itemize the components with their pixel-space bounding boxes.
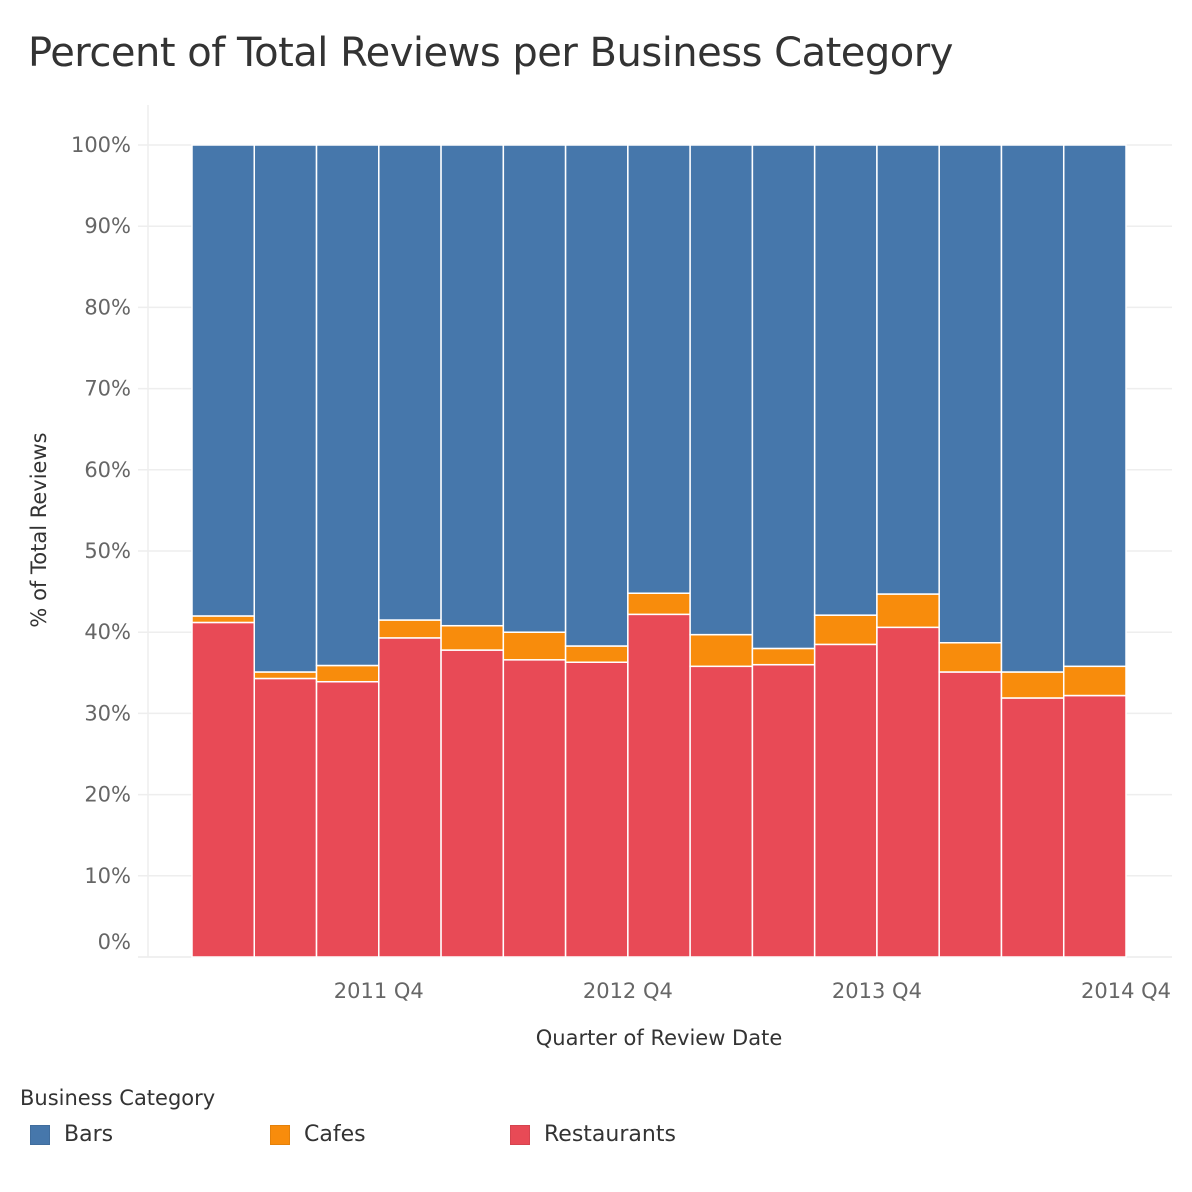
bar-segment-bars[interactable] xyxy=(191,144,256,617)
y-tick-label: 10% xyxy=(84,864,131,888)
y-axis-ticks: 0% 10% 20% 30% 40% 50% 60% 70% 80% 90% 100% xyxy=(71,133,131,954)
bar-segment-bars[interactable] xyxy=(564,144,629,647)
bar-segment-cafes[interactable] xyxy=(502,631,567,661)
x-tick-label: 2012 Q4 xyxy=(583,979,673,1003)
bar-segment-bars[interactable] xyxy=(689,144,754,636)
bar-segment-bars[interactable] xyxy=(876,144,940,595)
bar-segment-restaurants[interactable] xyxy=(502,659,567,958)
bar-segment-cafes[interactable] xyxy=(378,619,442,639)
bar-segment-restaurants[interactable] xyxy=(938,671,1003,958)
bar-segment-restaurants[interactable] xyxy=(689,665,754,958)
bar-segment-cafes[interactable] xyxy=(191,615,256,624)
bar-segment-cafes[interactable] xyxy=(1062,665,1127,697)
bar-segment-cafes[interactable] xyxy=(876,593,940,629)
bar-segment-cafes[interactable] xyxy=(813,614,878,646)
x-axis-ticks: 2011 Q4 2012 Q4 2013 Q4 2014 Q4 xyxy=(334,979,1171,1003)
legend-label: Restaurants xyxy=(544,1122,676,1147)
y-tick-label: 90% xyxy=(84,214,131,238)
legend-item-restaurants[interactable]: Restaurants xyxy=(510,1122,676,1147)
chart-plot: 0% 10% 20% 30% 40% 50% 60% 70% 80% 90% 100% 2011 Q… xyxy=(27,105,1172,1050)
x-tick-label: 2014 Q4 xyxy=(1081,979,1171,1003)
x-tick-label: 2011 Q4 xyxy=(334,979,424,1003)
legend-swatch xyxy=(30,1124,50,1145)
y-tick-label: 70% xyxy=(84,377,131,401)
bar-segment-bars[interactable] xyxy=(1062,144,1127,668)
bar-segment-bars[interactable] xyxy=(813,144,878,616)
legend-label: Cafes xyxy=(304,1122,366,1147)
x-axis-title: Quarter of Review Date xyxy=(536,1026,783,1050)
bar-segment-restaurants[interactable] xyxy=(315,680,380,958)
y-tick-label: 60% xyxy=(84,458,131,482)
legend-swatch xyxy=(510,1124,530,1145)
y-tick-label: 0% xyxy=(98,930,131,954)
bar-segment-restaurants[interactable] xyxy=(1062,694,1127,958)
legend-title: Business Category xyxy=(20,1086,216,1110)
bar-segment-bars[interactable] xyxy=(751,144,816,650)
bar-segment-restaurants[interactable] xyxy=(751,663,816,958)
bar-segment-cafes[interactable] xyxy=(253,671,318,680)
bar-segment-restaurants[interactable] xyxy=(813,643,878,958)
bar-segment-cafes[interactable] xyxy=(751,647,816,666)
bar-segment-restaurants[interactable] xyxy=(191,621,256,958)
bar-segment-cafes[interactable] xyxy=(315,664,380,683)
y-tick-label: 30% xyxy=(84,701,131,725)
legend-item-cafes[interactable]: Cafes xyxy=(270,1122,366,1147)
bar-segment-restaurants[interactable] xyxy=(378,637,442,958)
bar-segment-cafes[interactable] xyxy=(689,633,754,668)
bar-segment-restaurants[interactable] xyxy=(564,661,629,958)
bar-segment-restaurants[interactable] xyxy=(1000,697,1065,958)
legend-swatch xyxy=(270,1124,290,1145)
y-tick-label: 80% xyxy=(84,295,131,319)
legend-label: Bars xyxy=(64,1122,114,1147)
legend-item-bars[interactable]: Bars xyxy=(30,1122,113,1147)
y-tick-label: 40% xyxy=(84,620,131,644)
bar-segment-cafes[interactable] xyxy=(1000,671,1065,699)
bar-segment-bars[interactable] xyxy=(502,144,567,633)
bar-segment-cafes[interactable] xyxy=(627,592,691,616)
bar-segment-bars[interactable] xyxy=(440,144,505,627)
bar-segment-cafes[interactable] xyxy=(564,645,629,663)
y-axis-title: % of Total Reviews xyxy=(27,432,51,627)
bar-segment-bars[interactable] xyxy=(938,144,1003,644)
y-tick-label: 50% xyxy=(84,539,131,563)
y-tick-label: 20% xyxy=(84,783,131,807)
bar-segment-restaurants[interactable] xyxy=(440,649,505,958)
legend: Business Category Bars Cafes Restaurants xyxy=(20,1086,1170,1152)
bar-segment-bars[interactable] xyxy=(253,144,318,673)
x-tick-label: 2013 Q4 xyxy=(832,979,922,1003)
legend-items: Bars Cafes Restaurants xyxy=(20,1122,1170,1152)
bar-segment-restaurants[interactable] xyxy=(253,677,318,958)
bar-segment-cafes[interactable] xyxy=(938,642,1003,673)
bar-segment-bars[interactable] xyxy=(1000,144,1065,673)
bar-segment-bars[interactable] xyxy=(378,144,442,621)
bar-segment-restaurants[interactable] xyxy=(627,613,691,958)
chart-title: Percent of Total Reviews per Business Ca… xyxy=(28,30,953,76)
bars xyxy=(191,144,1127,958)
bar-segment-restaurants[interactable] xyxy=(876,626,940,958)
bar-segment-cafes[interactable] xyxy=(440,624,505,651)
bar-segment-bars[interactable] xyxy=(627,144,691,594)
y-tick-label: 100% xyxy=(71,133,131,157)
bar-segment-bars[interactable] xyxy=(315,144,380,667)
